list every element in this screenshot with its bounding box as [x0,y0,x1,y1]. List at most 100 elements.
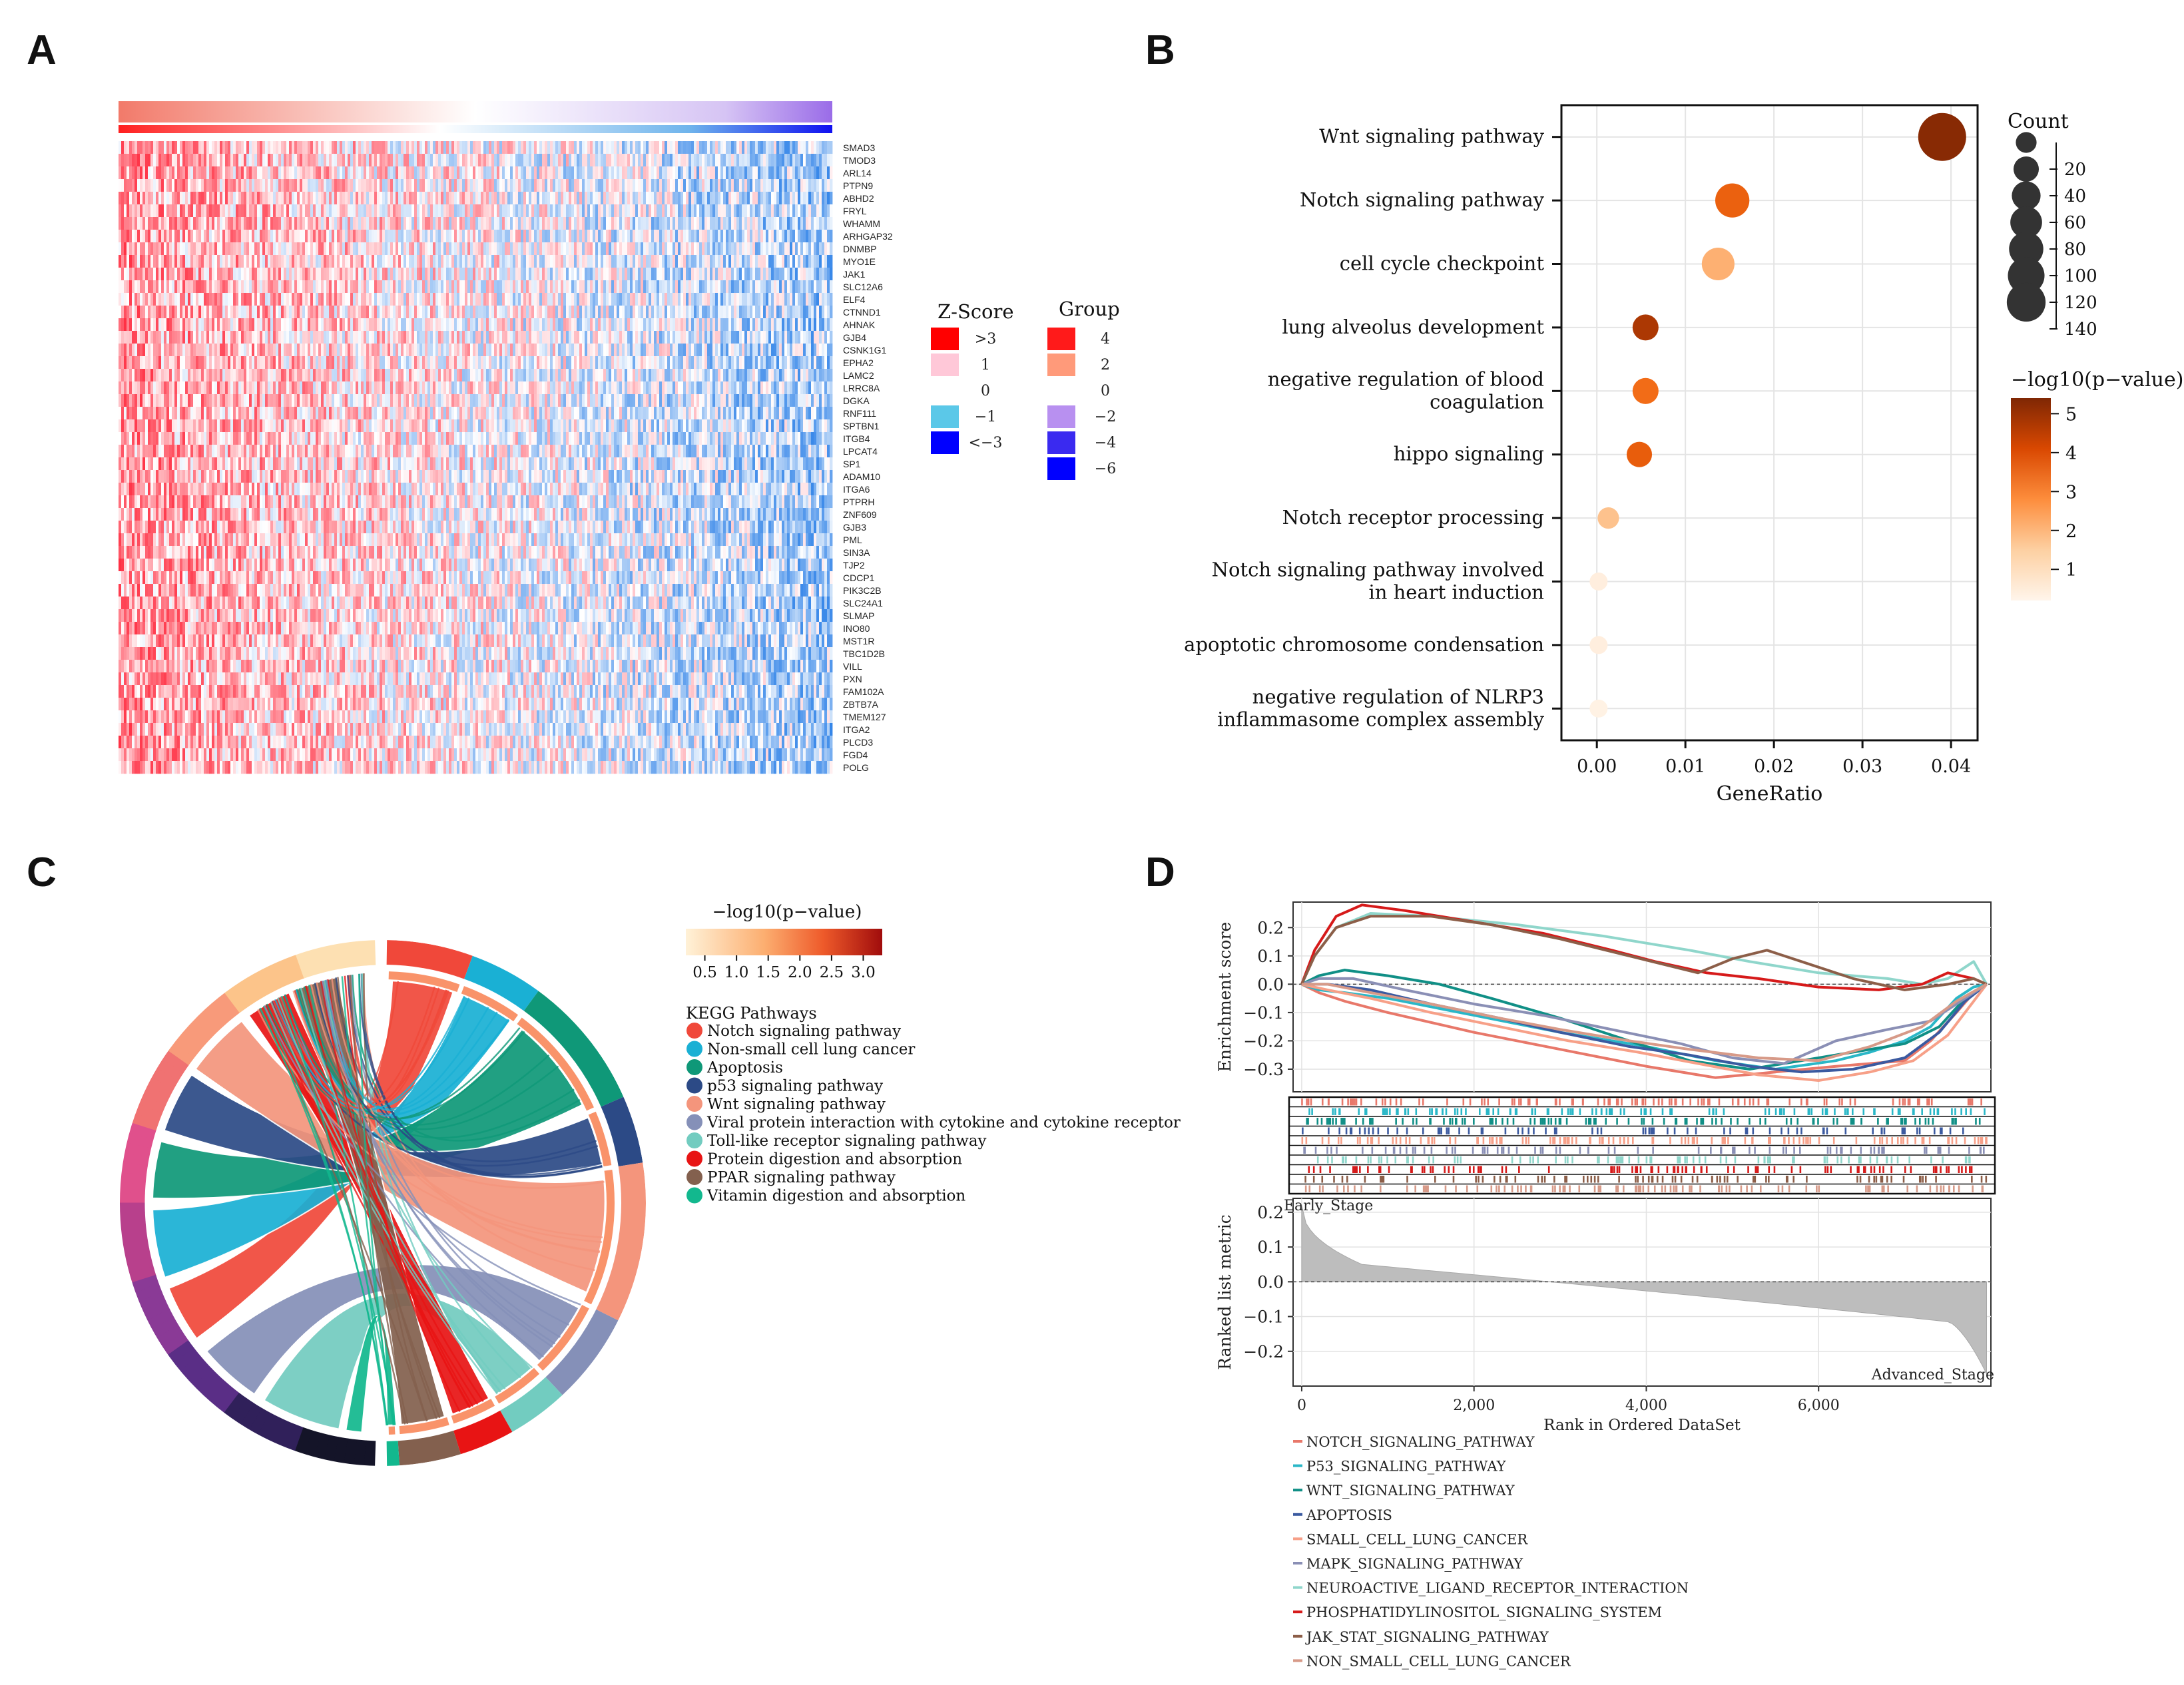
term-dot [1632,314,1659,341]
gene-label: MST1R [843,636,874,646]
zscore-legend-label: −1 [975,409,996,425]
panel-a-heatmap: SMAD3 TMOD3 ARL14 PTPN9 ABHD2 FRYL WHAMM ARHGAP… [119,101,1120,774]
color-legend-label: 1 [2065,560,2077,581]
gene-label: ITGA2 [843,724,870,735]
es-curve [1301,983,1988,1082]
term-dot [1715,183,1750,218]
gsea-legend-label: NEUROACTIVE_LIGAND_RECEPTOR_INTERACTION [1306,1580,1689,1596]
gene-ring-segment [120,1220,146,1234]
gene-ring-segment [162,1332,189,1355]
term-label: Notch receptor processing [1282,506,1544,529]
chord-thin [320,981,474,1407]
gene-label: POLG [843,762,869,773]
group-legend-title: Group [1059,298,1120,320]
gene-ring-segment [232,1398,255,1425]
term-label: inflammasome complex assembly [1217,708,1544,730]
pathway-ring-segment [596,1162,646,1321]
es-y-tick-label: −0.3 [1243,1060,1284,1079]
chord-thin [358,973,602,1176]
pathway-legend-label: Apoptosis [706,1059,783,1077]
gene-ring-segment [186,1361,212,1387]
pathway-legend-label: Non-small cell lung cancer [707,1041,915,1059]
gene-label: EPHA2 [843,358,874,368]
group-legend-swatch [1047,328,1075,350]
gene-label: TMOD3 [843,155,876,166]
rank-x-axis-label: Rank in Ordered DataSet [1543,1417,1741,1434]
group-legend-swatch [1047,457,1075,480]
gene-ring-segment [344,941,358,968]
gene-ring-segment [129,1266,156,1284]
es-curve [1300,915,1988,991]
chord-thin [292,990,605,1189]
size-legend-label: 60 [2064,213,2086,233]
group-legend-label: −4 [1095,435,1116,451]
group-legend-label: 2 [1101,357,1110,373]
chord-thin [263,1005,581,1306]
gene-ring-segment [167,1042,194,1066]
gene-ring-segment [364,939,376,966]
size-legend-dot [2016,132,2037,153]
score-annotation-bar [119,125,832,133]
pathway-inner-track [399,1417,449,1435]
pathway-ring-segment [601,1096,643,1166]
gene-ring-segment [200,1005,226,1031]
gene-ring-segment [354,940,367,967]
chord-thin [270,1001,498,1395]
chord-thin [280,995,396,1425]
gene-ring-segment [120,1172,146,1186]
gene-ring-segment [135,1104,162,1123]
size-legend-dot [2012,181,2041,210]
gene-ring-segment [173,1347,200,1371]
pathway-legend-dot [686,1096,702,1112]
pathway-ring-segment [453,1410,513,1455]
gene-ring-segment [304,1430,322,1458]
gene-label: ELF4 [843,294,866,305]
size-legend-dot [2009,232,2044,266]
gene-ring-segment [208,999,233,1025]
pathway-legend-dot [686,1187,702,1204]
pathway-legend-dot [686,1059,702,1075]
gene-ring-segment [193,1368,219,1394]
gene-ring-segment [142,1300,170,1321]
x-tick-label: 0.02 [1754,756,1794,777]
size-legend-label: 120 [2064,293,2097,313]
gene-ring-segment [304,948,322,976]
zscore-legend-title: Z-Score [938,300,1014,323]
gene-ring-segment [314,1433,331,1460]
zscore-legend-label: <−3 [969,435,1003,451]
term-label: negative regulation of blood [1268,367,1544,390]
gene-ring-segment [344,1438,358,1465]
group-legend-label: −2 [1095,409,1116,425]
c-color-legend-bar [686,929,882,955]
rank-x-tick-label: 6,000 [1798,1397,1840,1414]
size-legend-dot [2006,282,2046,322]
gene-label: ITGB4 [843,433,870,444]
group-legend-label: 0 [1101,383,1110,399]
group-legend-label: 4 [1101,331,1110,348]
gene-ring-segment [208,1381,233,1407]
gene-label: SMAD3 [843,142,875,153]
early-stage-label: Early_Stage [1284,1198,1373,1214]
gsea-legend-label: JAK_STAT_SIGNALING_PATHWAY [1305,1629,1549,1645]
gene-ring-segment [334,1437,349,1464]
pathway-inner-track [461,986,519,1022]
color-legend-label: 3 [2065,482,2077,503]
term-label: in heart induction [1368,581,1544,604]
gene-ring-segment [294,1427,313,1455]
gene-label: FGD4 [843,750,868,760]
gene-ring-segment [131,1274,159,1293]
pathway-legend-label: Viral protein interaction with cytokine … [706,1114,1181,1132]
chord-thin [326,979,553,1348]
rank-y-tick-label: −0.2 [1243,1342,1284,1361]
gene-label: FAM102A [843,686,884,697]
gene-ring-segment [119,1212,146,1224]
chord-thin [350,975,561,1338]
rank-y-tick-label: 0.2 [1257,1203,1284,1222]
pathway-legend-dot [686,1150,702,1167]
pathway-inner-track [388,1426,396,1435]
gene-label: PLCD3 [843,737,873,748]
color-legend-label: 4 [2065,443,2077,464]
gene-ring-segment [294,951,313,979]
panel-b-dotplot: Wnt signaling pathway Notch signaling pat… [1184,104,2183,806]
